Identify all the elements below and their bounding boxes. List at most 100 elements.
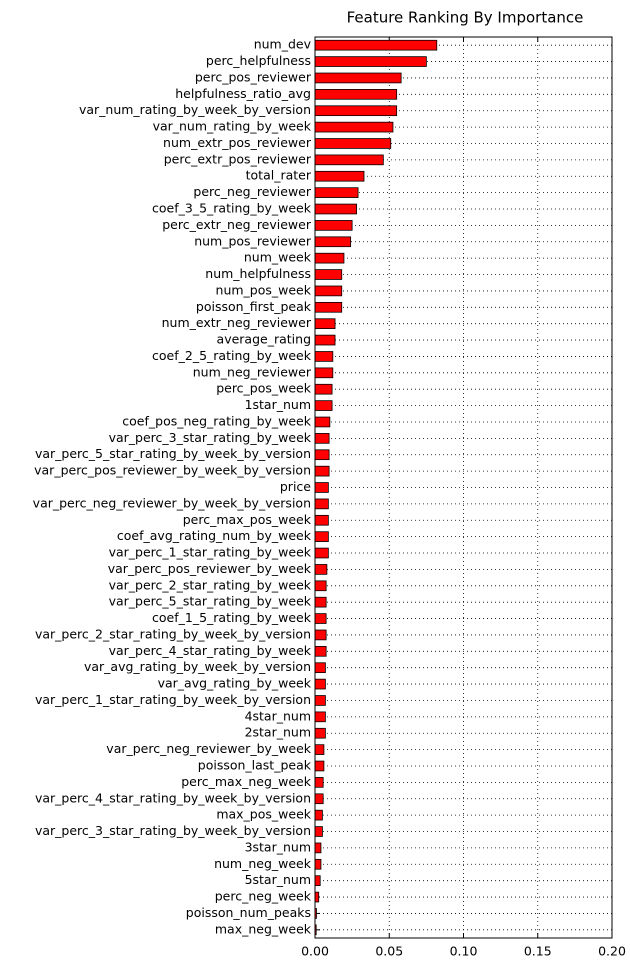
bar (314, 252, 345, 264)
bar (314, 727, 326, 739)
y-tick-label: helpfulness_ratio_avg (175, 86, 311, 101)
y-tick-label: max_neg_week (215, 921, 312, 936)
bar (314, 629, 327, 641)
y-tick-label: perc_extr_pos_reviewer (164, 151, 312, 166)
x-tick-label: 0.05 (375, 944, 403, 959)
bar (314, 465, 330, 477)
y-tick-label: num_neg_reviewer (193, 364, 312, 379)
y-tick-label: var_perc_5_star_rating_by_week (109, 594, 312, 609)
x-tick-label: 0.10 (450, 944, 478, 959)
bar (314, 449, 330, 461)
bar (314, 236, 352, 248)
bar (314, 220, 353, 231)
y-tick-label: 4star_num (245, 708, 311, 723)
y-tick-label: coef_pos_neg_rating_by_week (122, 413, 311, 428)
y-tick-label: 3star_num (245, 839, 311, 854)
bar (314, 826, 323, 837)
bar (314, 875, 321, 886)
bar (314, 383, 333, 395)
y-tick-label: perc_neg_reviewer (193, 184, 311, 199)
y-tick-label: perc_max_pos_week (183, 512, 312, 527)
bar (314, 760, 325, 772)
y-tick-label: 2star_num (245, 725, 311, 740)
y-tick-label: coef_1_5_rating_by_week (152, 610, 312, 625)
bar (314, 744, 325, 755)
y-tick-label: num_dev (254, 37, 312, 52)
y-tick-label: poisson_num_peaks (186, 905, 311, 920)
bar (314, 596, 327, 608)
y-tick-label: var_perc_neg_reviewer_by_week (106, 741, 311, 756)
bar (314, 498, 329, 510)
bar (314, 891, 320, 903)
y-tick-label: perc_neg_week (215, 889, 312, 904)
y-tick-label: var_perc_3_star_rating_by_week_by_versio… (35, 823, 311, 838)
y-tick-label: num_neg_week (214, 856, 312, 871)
bar (314, 678, 326, 690)
bar (314, 777, 324, 788)
bar (314, 351, 334, 362)
y-tick-label: var_perc_4_star_rating_by_week_by_versio… (35, 790, 311, 805)
bar (314, 285, 343, 297)
y-tick-label: coef_avg_rating_num_by_week (117, 528, 312, 543)
bar (314, 367, 334, 379)
bar (314, 646, 327, 657)
y-tick-label: perc_pos_reviewer (195, 69, 312, 84)
chart-title: Feature Ranking By Importance (347, 9, 584, 27)
bar (314, 482, 329, 493)
bar (314, 187, 359, 198)
bar (314, 170, 365, 182)
bar (314, 514, 329, 526)
y-tick-label: perc_pos_week (216, 381, 312, 396)
bar (314, 301, 343, 313)
bar (314, 72, 402, 84)
bar (314, 809, 323, 821)
y-tick-label: 5star_num (245, 872, 311, 887)
y-tick-label: num_extr_pos_reviewer (163, 135, 312, 150)
y-tick-label: perc_extr_neg_reviewer (162, 217, 312, 232)
bar (314, 662, 326, 674)
y-tick-label: var_perc_1_star_rating_by_week_by_versio… (35, 692, 311, 707)
bar (314, 547, 329, 559)
y-tick-label: var_perc_neg_reviewer_by_week_by_version (33, 495, 311, 510)
bar (314, 564, 328, 575)
bar (314, 203, 357, 215)
bar (314, 793, 324, 805)
y-tick-label: var_avg_rating_by_week (158, 676, 312, 691)
y-tick-label: var_perc_pos_reviewer_by_week (108, 561, 312, 576)
y-tick-label: max_pos_week (216, 807, 311, 822)
bar (314, 580, 327, 592)
y-tick-label: var_perc_2_star_rating_by_week_by_versio… (35, 626, 311, 641)
bar (314, 39, 438, 51)
bar (314, 400, 333, 411)
y-tick-label: var_perc_4_star_rating_by_week (109, 643, 312, 658)
bar (314, 89, 398, 100)
bar (314, 842, 322, 854)
y-tick-label: coef_2_5_rating_by_week (152, 348, 312, 363)
y-tick-label: num_pos_reviewer (194, 233, 312, 248)
bar (314, 121, 394, 133)
y-tick-label: var_avg_rating_by_week_by_version (84, 659, 311, 674)
y-tick-label: num_pos_week (216, 282, 312, 297)
x-tick-label: 0.15 (524, 944, 552, 959)
y-tick-label: var_num_rating_by_week (153, 119, 312, 134)
bar (314, 416, 331, 428)
y-tick-label: poisson_last_peak (198, 757, 312, 772)
bar (314, 138, 392, 149)
y-tick-label: var_perc_5_star_rating_by_week_by_versio… (35, 446, 311, 461)
plot-frame (314, 36, 613, 939)
y-tick-label: var_perc_3_star_rating_by_week (109, 430, 312, 445)
bar (314, 711, 326, 723)
y-tick-label: perc_max_neg_week (181, 774, 311, 789)
bar (314, 858, 322, 870)
y-tick-label: num_helpfulness (205, 266, 311, 281)
y-tick-label: average_rating (217, 332, 311, 347)
bar (314, 531, 329, 542)
x-tick-label: 0.00 (301, 944, 329, 959)
y-tick-label: 1star_num (245, 397, 311, 412)
bar (314, 105, 398, 117)
y-tick-label: var_perc_1_star_rating_by_week (109, 545, 312, 560)
y-tick-label: perc_helpfulness (206, 53, 311, 68)
y-tick-label: var_num_rating_by_week_by_version (79, 102, 311, 117)
bar (314, 318, 336, 329)
